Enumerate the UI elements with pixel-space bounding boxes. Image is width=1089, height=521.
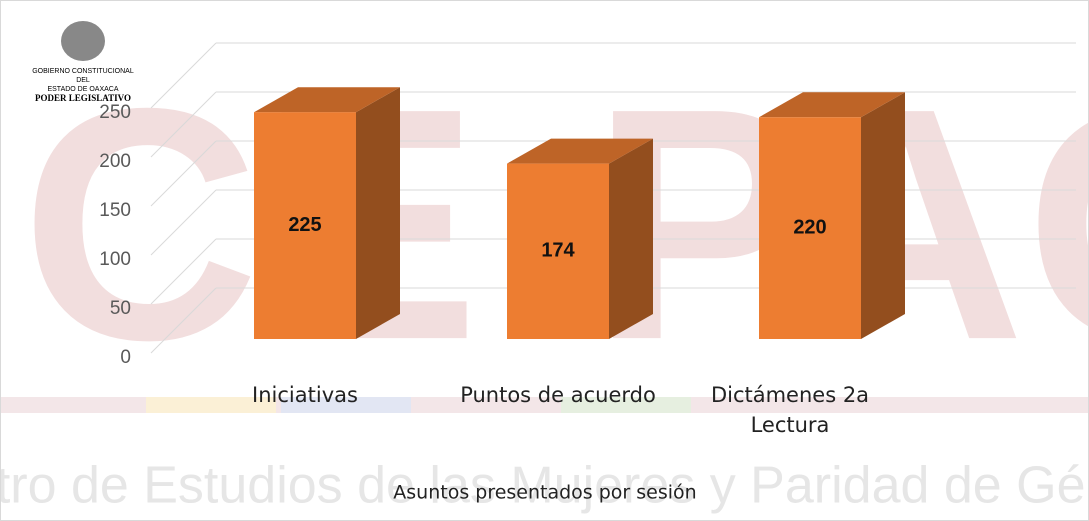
bar-side bbox=[861, 92, 905, 340]
bar-side bbox=[356, 87, 400, 339]
logo-line: GOBIERNO CONSTITUCIONAL bbox=[32, 68, 134, 75]
value-label: 174 bbox=[541, 240, 575, 262]
y-tick-label: 200 bbox=[99, 151, 131, 172]
bar-top bbox=[759, 92, 905, 118]
grid-line bbox=[150, 140, 217, 207]
value-label: 220 bbox=[793, 216, 826, 238]
bar-top bbox=[507, 138, 653, 164]
x-tick-label: Puntos de acuerdo bbox=[460, 383, 656, 407]
bar bbox=[507, 163, 609, 339]
grid-line bbox=[150, 287, 217, 354]
bar bbox=[759, 117, 861, 340]
y-tick-label: 100 bbox=[99, 249, 131, 270]
x-tick-label: Iniciativas bbox=[252, 383, 358, 407]
bar-side bbox=[609, 138, 653, 339]
grid-line bbox=[150, 189, 217, 256]
seal bbox=[61, 21, 105, 61]
band bbox=[561, 397, 691, 413]
y-tick-label: 50 bbox=[110, 298, 131, 319]
x-tick-label: Dictámenes 2a Lectura bbox=[710, 383, 870, 437]
watermark-footer: Centro de Estudios de las Mujeres y Pari… bbox=[1, 457, 1089, 515]
logo-line: ESTADO DE OAXACA bbox=[47, 86, 118, 93]
watermark-left: CE bbox=[21, 39, 479, 408]
grid-line bbox=[150, 42, 217, 109]
bar bbox=[254, 112, 356, 339]
logo-title: PODER LEGISLATIVO bbox=[35, 93, 131, 103]
band bbox=[281, 397, 411, 413]
y-tick-label: 0 bbox=[120, 347, 131, 368]
y-tick-label: 250 bbox=[99, 102, 131, 123]
logo-line: DEL bbox=[76, 77, 90, 84]
grid-line bbox=[150, 91, 217, 158]
grid-line bbox=[150, 238, 217, 305]
band bbox=[146, 397, 276, 413]
value-label: 225 bbox=[288, 214, 321, 236]
y-tick-label: 150 bbox=[99, 200, 131, 221]
x-axis-title: Asuntos presentados por sesión bbox=[393, 482, 696, 504]
bar-top bbox=[254, 87, 400, 113]
